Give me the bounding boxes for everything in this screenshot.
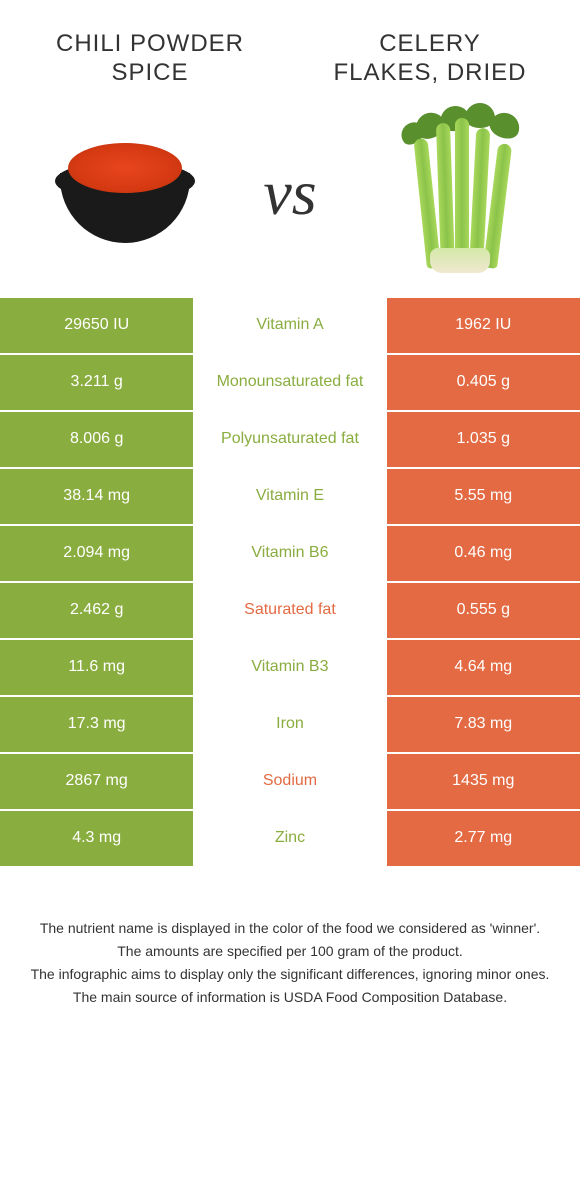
table-row: 2867 mgSodium1435 mg [0,754,580,811]
left-value: 3.211 g [0,355,193,410]
nutrient-label: Iron [193,697,386,752]
nutrient-label: Sodium [193,754,386,809]
footer-line: The main source of information is USDA F… [20,987,560,1008]
chili-bowl-icon [50,143,200,243]
left-value: 2867 mg [0,754,193,809]
right-value: 0.46 mg [387,526,580,581]
left-food-image [40,108,210,278]
footer-line: The amounts are specified per 100 gram o… [20,941,560,962]
right-food-image [370,108,540,278]
footer-line: The infographic aims to display only the… [20,964,560,985]
nutrient-label: Saturated fat [193,583,386,638]
celery-icon [385,108,525,278]
nutrient-table: 29650 IUVitamin A1962 IU3.211 gMonounsat… [0,298,580,868]
right-value: 4.64 mg [387,640,580,695]
nutrient-label: Zinc [193,811,386,866]
right-value: 7.83 mg [387,697,580,752]
table-row: 2.462 gSaturated fat0.555 g [0,583,580,640]
footer-line: The nutrient name is displayed in the co… [20,918,560,939]
right-value: 1962 IU [387,298,580,353]
left-food-title: Chili powder spice [50,30,250,88]
table-row: 11.6 mgVitamin B34.64 mg [0,640,580,697]
left-value: 8.006 g [0,412,193,467]
table-row: 17.3 mgIron7.83 mg [0,697,580,754]
right-value: 1.035 g [387,412,580,467]
images-row: vs [0,98,580,298]
nutrient-label: Vitamin B3 [193,640,386,695]
left-value: 2.462 g [0,583,193,638]
nutrient-label: Vitamin E [193,469,386,524]
left-value: 38.14 mg [0,469,193,524]
right-value: 0.555 g [387,583,580,638]
footer-notes: The nutrient name is displayed in the co… [0,868,580,1030]
vs-label: vs [263,156,316,230]
nutrient-label: Polyunsaturated fat [193,412,386,467]
nutrient-label: Monounsaturated fat [193,355,386,410]
right-food-title: Celery flakes, dried [330,30,530,88]
table-row: 8.006 gPolyunsaturated fat1.035 g [0,412,580,469]
table-row: 29650 IUVitamin A1962 IU [0,298,580,355]
nutrient-label: Vitamin A [193,298,386,353]
right-value: 5.55 mg [387,469,580,524]
header: Chili powder spice Celery flakes, dried [0,0,580,98]
table-row: 2.094 mgVitamin B60.46 mg [0,526,580,583]
table-row: 4.3 mgZinc2.77 mg [0,811,580,868]
left-value: 11.6 mg [0,640,193,695]
left-value: 17.3 mg [0,697,193,752]
right-value: 0.405 g [387,355,580,410]
left-value: 4.3 mg [0,811,193,866]
nutrient-label: Vitamin B6 [193,526,386,581]
right-value: 2.77 mg [387,811,580,866]
table-row: 3.211 gMonounsaturated fat0.405 g [0,355,580,412]
table-row: 38.14 mgVitamin E5.55 mg [0,469,580,526]
right-value: 1435 mg [387,754,580,809]
left-value: 2.094 mg [0,526,193,581]
left-value: 29650 IU [0,298,193,353]
